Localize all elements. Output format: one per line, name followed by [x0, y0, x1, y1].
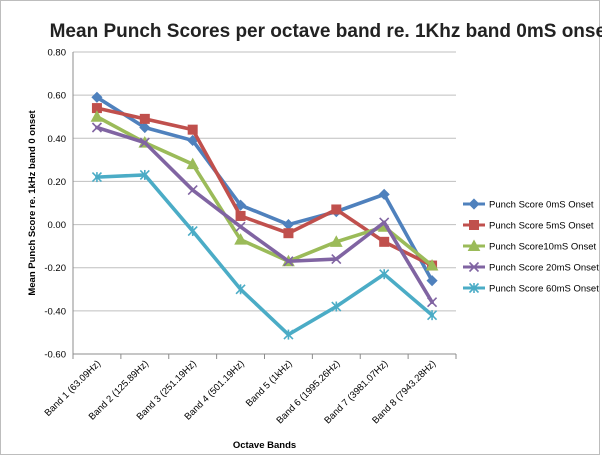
series-marker	[90, 110, 104, 122]
series-marker	[378, 188, 390, 200]
series-marker	[426, 310, 438, 321]
series-marker	[331, 301, 342, 312]
series-marker	[91, 122, 103, 133]
series-marker	[235, 221, 246, 232]
gridlines	[73, 51, 456, 355]
series-marker	[468, 198, 480, 210]
legend-label: Punch Score 20mS Onset	[489, 263, 599, 274]
y-tick-label: 0.60	[48, 91, 67, 102]
series-marker	[467, 239, 481, 251]
legend-label: Punch Score 5mS Onset	[489, 221, 594, 232]
series-marker	[187, 225, 198, 237]
series-marker	[379, 217, 390, 228]
series-5	[91, 169, 438, 340]
series-marker	[139, 137, 150, 148]
series-marker	[426, 297, 438, 308]
series-marker	[282, 219, 295, 231]
legend-item: Punch Score 0mS Onset	[463, 198, 594, 211]
series-marker	[469, 220, 479, 230]
series-marker	[234, 199, 247, 211]
series-marker	[234, 233, 247, 245]
y-tick-label: -0.20	[44, 263, 66, 274]
series-marker	[186, 157, 200, 170]
series-marker	[425, 259, 439, 271]
series-4	[91, 122, 438, 308]
series-layer	[90, 91, 439, 340]
series-marker	[331, 204, 342, 215]
y-tick-label: 0.40	[48, 134, 67, 145]
series-line	[95, 106, 434, 268]
y-tick-label: 0.00	[48, 220, 67, 231]
legend-item: Punch Score 5mS Onset	[463, 220, 594, 232]
series-marker	[283, 256, 294, 267]
series-marker	[468, 282, 480, 294]
series-marker	[235, 284, 246, 295]
y-tick-label: -0.60	[44, 350, 66, 361]
series-marker	[379, 236, 390, 247]
series-marker	[91, 91, 103, 103]
series-line	[95, 95, 434, 283]
legend-label: Punch Score10mS Onset	[489, 242, 597, 253]
series-marker	[91, 172, 103, 183]
y-tick-label: 0.80	[48, 48, 67, 59]
series-marker	[139, 121, 151, 134]
series-marker	[187, 184, 198, 196]
series-marker	[379, 269, 390, 280]
legend-label: Punch Score 60mS Onset	[489, 284, 599, 295]
legend-item: Punch Score 20mS Onset	[463, 261, 599, 274]
x-tick-label: Band 5 (1kHz)	[244, 358, 295, 409]
series-line	[95, 125, 434, 305]
legend: Punch Score 0mS Onset Punch Score 5mS Ons…	[463, 198, 599, 295]
series-marker	[139, 169, 150, 181]
series-marker	[329, 235, 343, 247]
x-axis-title: Octave Bands	[233, 440, 296, 451]
y-tick-label: 0.20	[48, 177, 67, 188]
y-tick-label: -0.40	[44, 306, 66, 317]
series-marker	[426, 275, 438, 287]
series-marker	[139, 113, 150, 124]
series-marker	[187, 124, 198, 135]
series-marker	[235, 210, 246, 221]
series-marker	[283, 228, 294, 239]
series-marker	[468, 261, 480, 273]
legend-label: Punch Score 0mS Onset	[489, 200, 594, 211]
legend-item: Punch Score10mS Onset	[463, 239, 597, 253]
legend-item: Punch Score 60mS Onset	[463, 282, 599, 295]
series-line	[95, 173, 434, 337]
chart-title: Mean Punch Scores per octave band re. 1K…	[50, 21, 602, 42]
series-marker	[283, 329, 294, 340]
y-axis-title: Mean Punch Score re. 1kHz band 0 onset	[27, 110, 38, 296]
series-marker	[331, 254, 342, 265]
